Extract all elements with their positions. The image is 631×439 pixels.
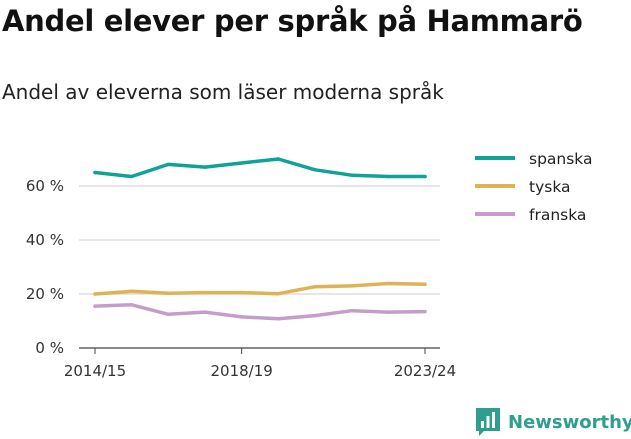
data-point-franska	[423, 309, 427, 314]
data-point-spanska	[93, 170, 97, 175]
gridlines	[79, 185, 440, 349]
data-point-franska	[203, 310, 207, 314]
y-tick-label: 20 %	[26, 285, 64, 303]
line-chart: 0 % 20 % 40 % 60 % 2014/15 2018/19 2023/24 spa…	[26, 150, 593, 380]
data-point-franska	[349, 309, 354, 313]
x-tick-label: 2023/24	[394, 362, 456, 380]
data-point-spanska	[276, 157, 281, 161]
data-point-tyska	[276, 292, 281, 296]
data-point-tyska	[239, 290, 244, 295]
data-point-franska	[386, 310, 391, 314]
chart-subtitle: Andel av eleverna som läser moderna språ…	[2, 80, 444, 104]
series-lines	[93, 157, 427, 321]
legend-label-franska: franska	[529, 206, 586, 224]
data-point-spanska	[129, 174, 134, 179]
data-point-tyska	[166, 291, 171, 295]
data-point-tyska	[203, 290, 207, 295]
chart-title: Andel elever per språk på Hammarö	[2, 4, 583, 38]
series-line-franska	[93, 303, 427, 321]
data-point-tyska	[423, 282, 427, 286]
x-tick-label: 2018/19	[211, 362, 273, 380]
data-point-spanska	[239, 161, 244, 165]
data-point-franska	[166, 312, 171, 316]
data-point-spanska	[313, 168, 317, 172]
newsworthy-logo: Newsworthy	[476, 408, 631, 436]
data-point-spanska	[349, 173, 354, 177]
data-point-spanska	[166, 162, 171, 167]
legend: spanska tyska franska	[475, 150, 593, 224]
bar-chart-flag-icon	[476, 408, 500, 436]
data-point-spanska	[423, 174, 427, 179]
series-line-tyska	[93, 281, 427, 296]
legend-label-tyska: tyska	[529, 178, 571, 196]
series-line-spanska	[93, 157, 427, 179]
x-axis: 0 % 20 % 40 % 60 % 2014/15 2018/19 2023/24	[26, 177, 456, 380]
y-tick-label: 40 %	[26, 231, 64, 249]
data-point-spanska	[203, 165, 207, 169]
data-point-franska	[313, 313, 317, 318]
data-point-franska	[276, 317, 281, 321]
y-tick-label: 60 %	[26, 177, 64, 195]
data-point-tyska	[386, 281, 391, 286]
x-tick-label: 2014/15	[64, 362, 126, 380]
data-point-franska	[129, 303, 134, 307]
y-tick-label: 0 %	[35, 339, 64, 357]
data-point-tyska	[313, 285, 317, 289]
data-point-franska	[93, 304, 97, 308]
data-point-franska	[239, 315, 244, 319]
data-point-tyska	[349, 284, 354, 288]
brand-name: Newsworthy	[508, 411, 631, 433]
data-point-spanska	[386, 174, 391, 179]
data-point-tyska	[129, 289, 134, 293]
data-point-tyska	[93, 292, 97, 296]
legend-label-spanska: spanska	[529, 150, 593, 168]
